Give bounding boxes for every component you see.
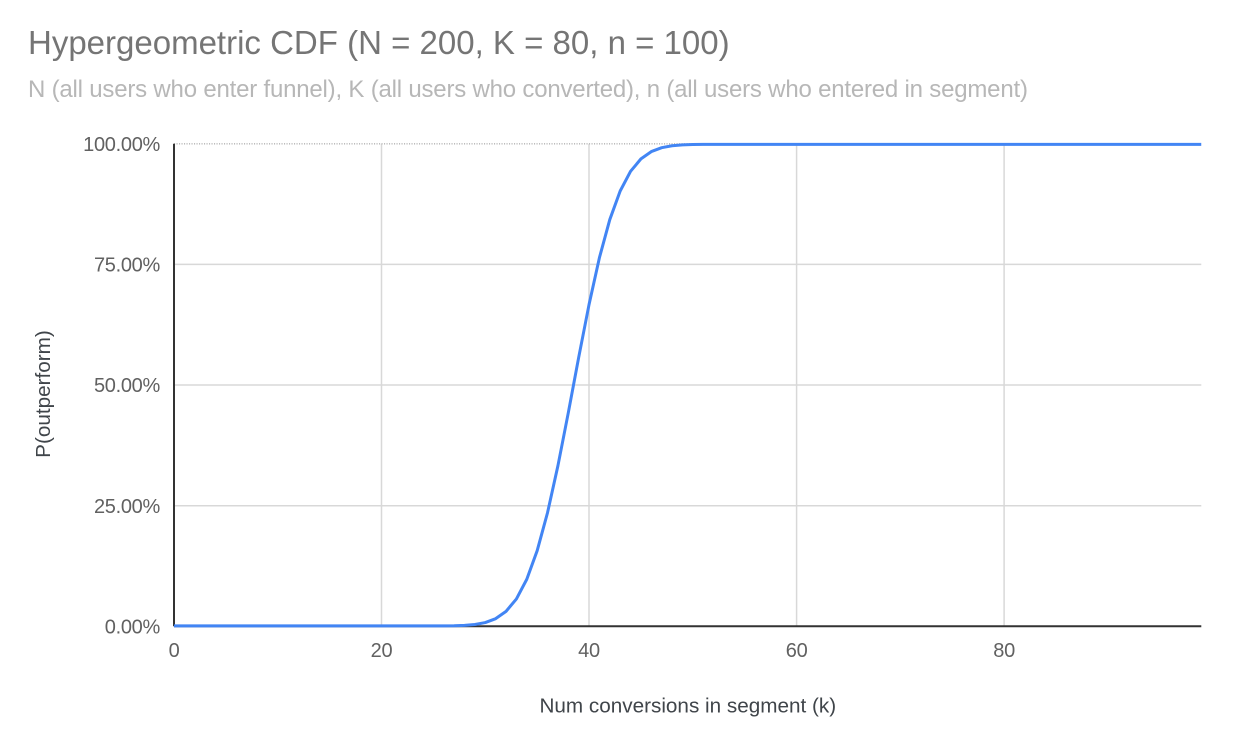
svg-text:25.00%: 25.00% bbox=[94, 496, 161, 518]
svg-text:80: 80 bbox=[993, 640, 1015, 662]
svg-text:P(outperform): P(outperform) bbox=[32, 330, 55, 458]
svg-text:0.00%: 0.00% bbox=[105, 617, 161, 639]
svg-text:40: 40 bbox=[578, 640, 600, 662]
svg-text:50.00%: 50.00% bbox=[94, 375, 161, 397]
svg-text:60: 60 bbox=[786, 640, 808, 662]
svg-text:100.00%: 100.00% bbox=[83, 134, 160, 156]
svg-text:Num conversions in segment (k): Num conversions in segment (k) bbox=[539, 694, 836, 717]
svg-text:75.00%: 75.00% bbox=[94, 255, 161, 277]
svg-text:0: 0 bbox=[169, 640, 180, 662]
svg-text:20: 20 bbox=[371, 640, 393, 662]
